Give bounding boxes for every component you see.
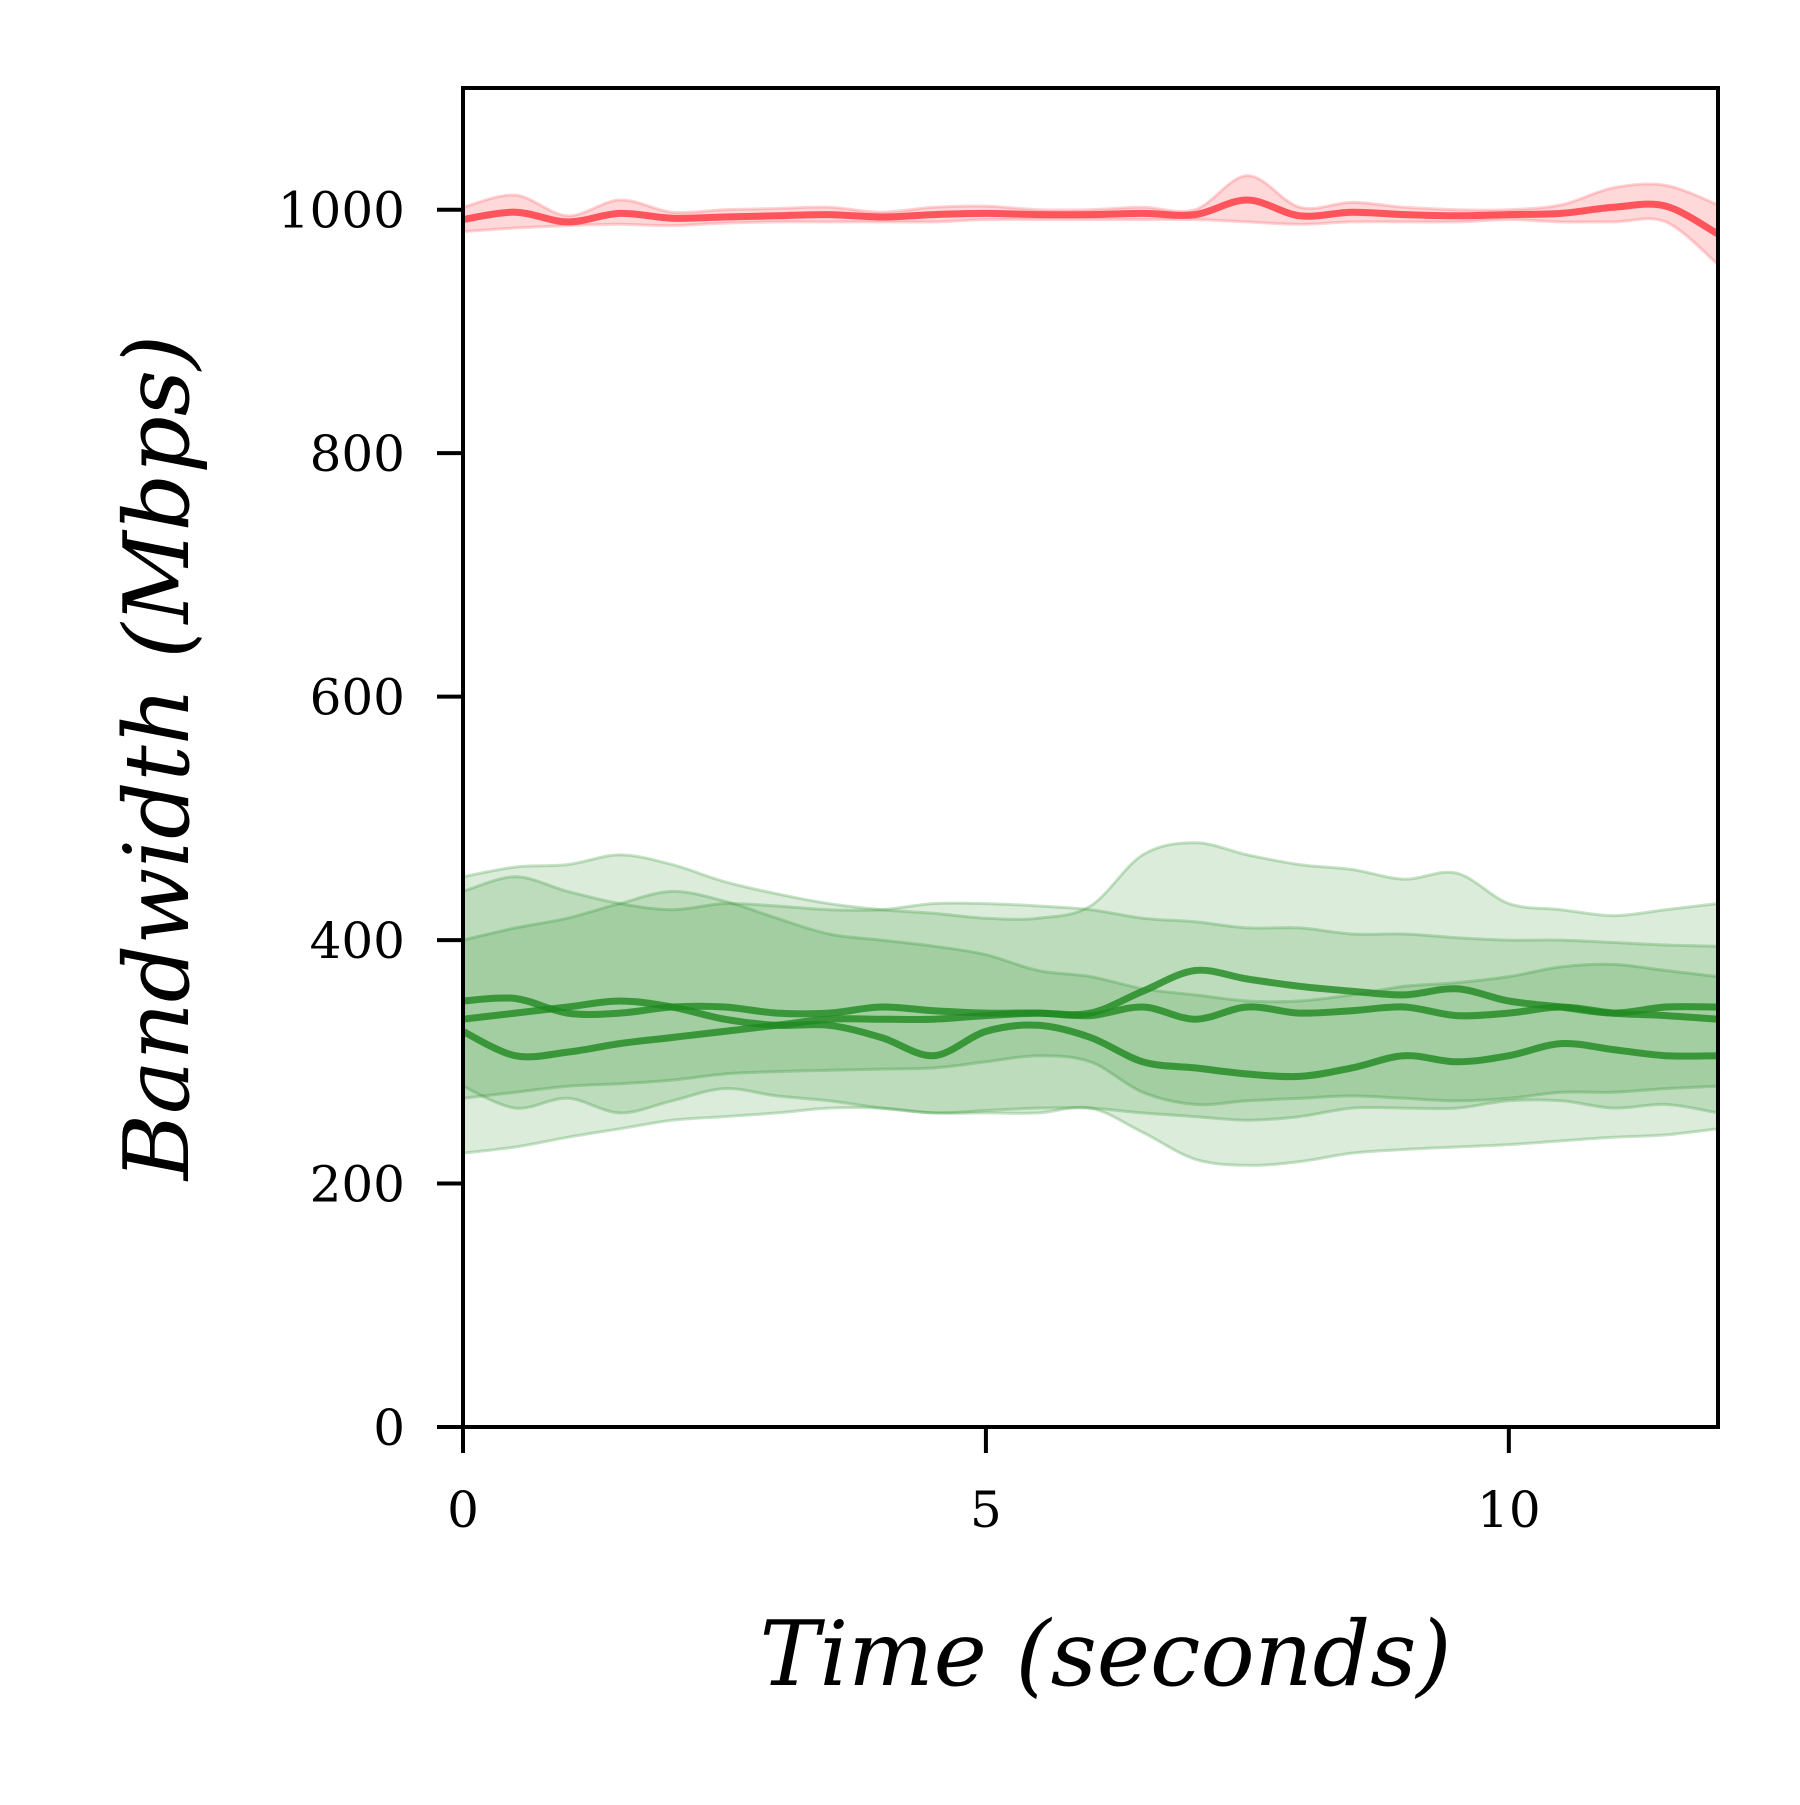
y-tick-label: 1000 bbox=[278, 182, 405, 240]
plot-frame bbox=[461, 86, 1720, 1429]
y-tick-label: 400 bbox=[310, 912, 405, 970]
series-1-line bbox=[462, 196, 1720, 238]
x-tick-label: 5 bbox=[970, 1481, 1002, 1539]
y-axis-label: Bandwidth (Mbps) bbox=[105, 335, 210, 1182]
x-axis-label: Time (seconds) bbox=[759, 1602, 1451, 1707]
x-tick-label: 10 bbox=[1477, 1481, 1541, 1539]
series-lines bbox=[461, 196, 1720, 1081]
series-4-line bbox=[461, 966, 1719, 1061]
y-tick-label: 600 bbox=[310, 669, 405, 727]
y-tick-label: 200 bbox=[310, 1156, 405, 1214]
x-tick-label: 0 bbox=[447, 1481, 479, 1539]
confidence-bands bbox=[461, 174, 1720, 1167]
y-axis-ticks: 0 200 400 600 800 1000 bbox=[278, 182, 463, 1457]
x-axis-ticks: 0 5 10 bbox=[447, 1427, 1541, 1539]
series-3-line bbox=[462, 997, 1719, 1081]
series-1-band bbox=[461, 174, 1720, 268]
y-tick-label: 800 bbox=[310, 425, 405, 483]
y-tick-label: 0 bbox=[373, 1399, 405, 1457]
